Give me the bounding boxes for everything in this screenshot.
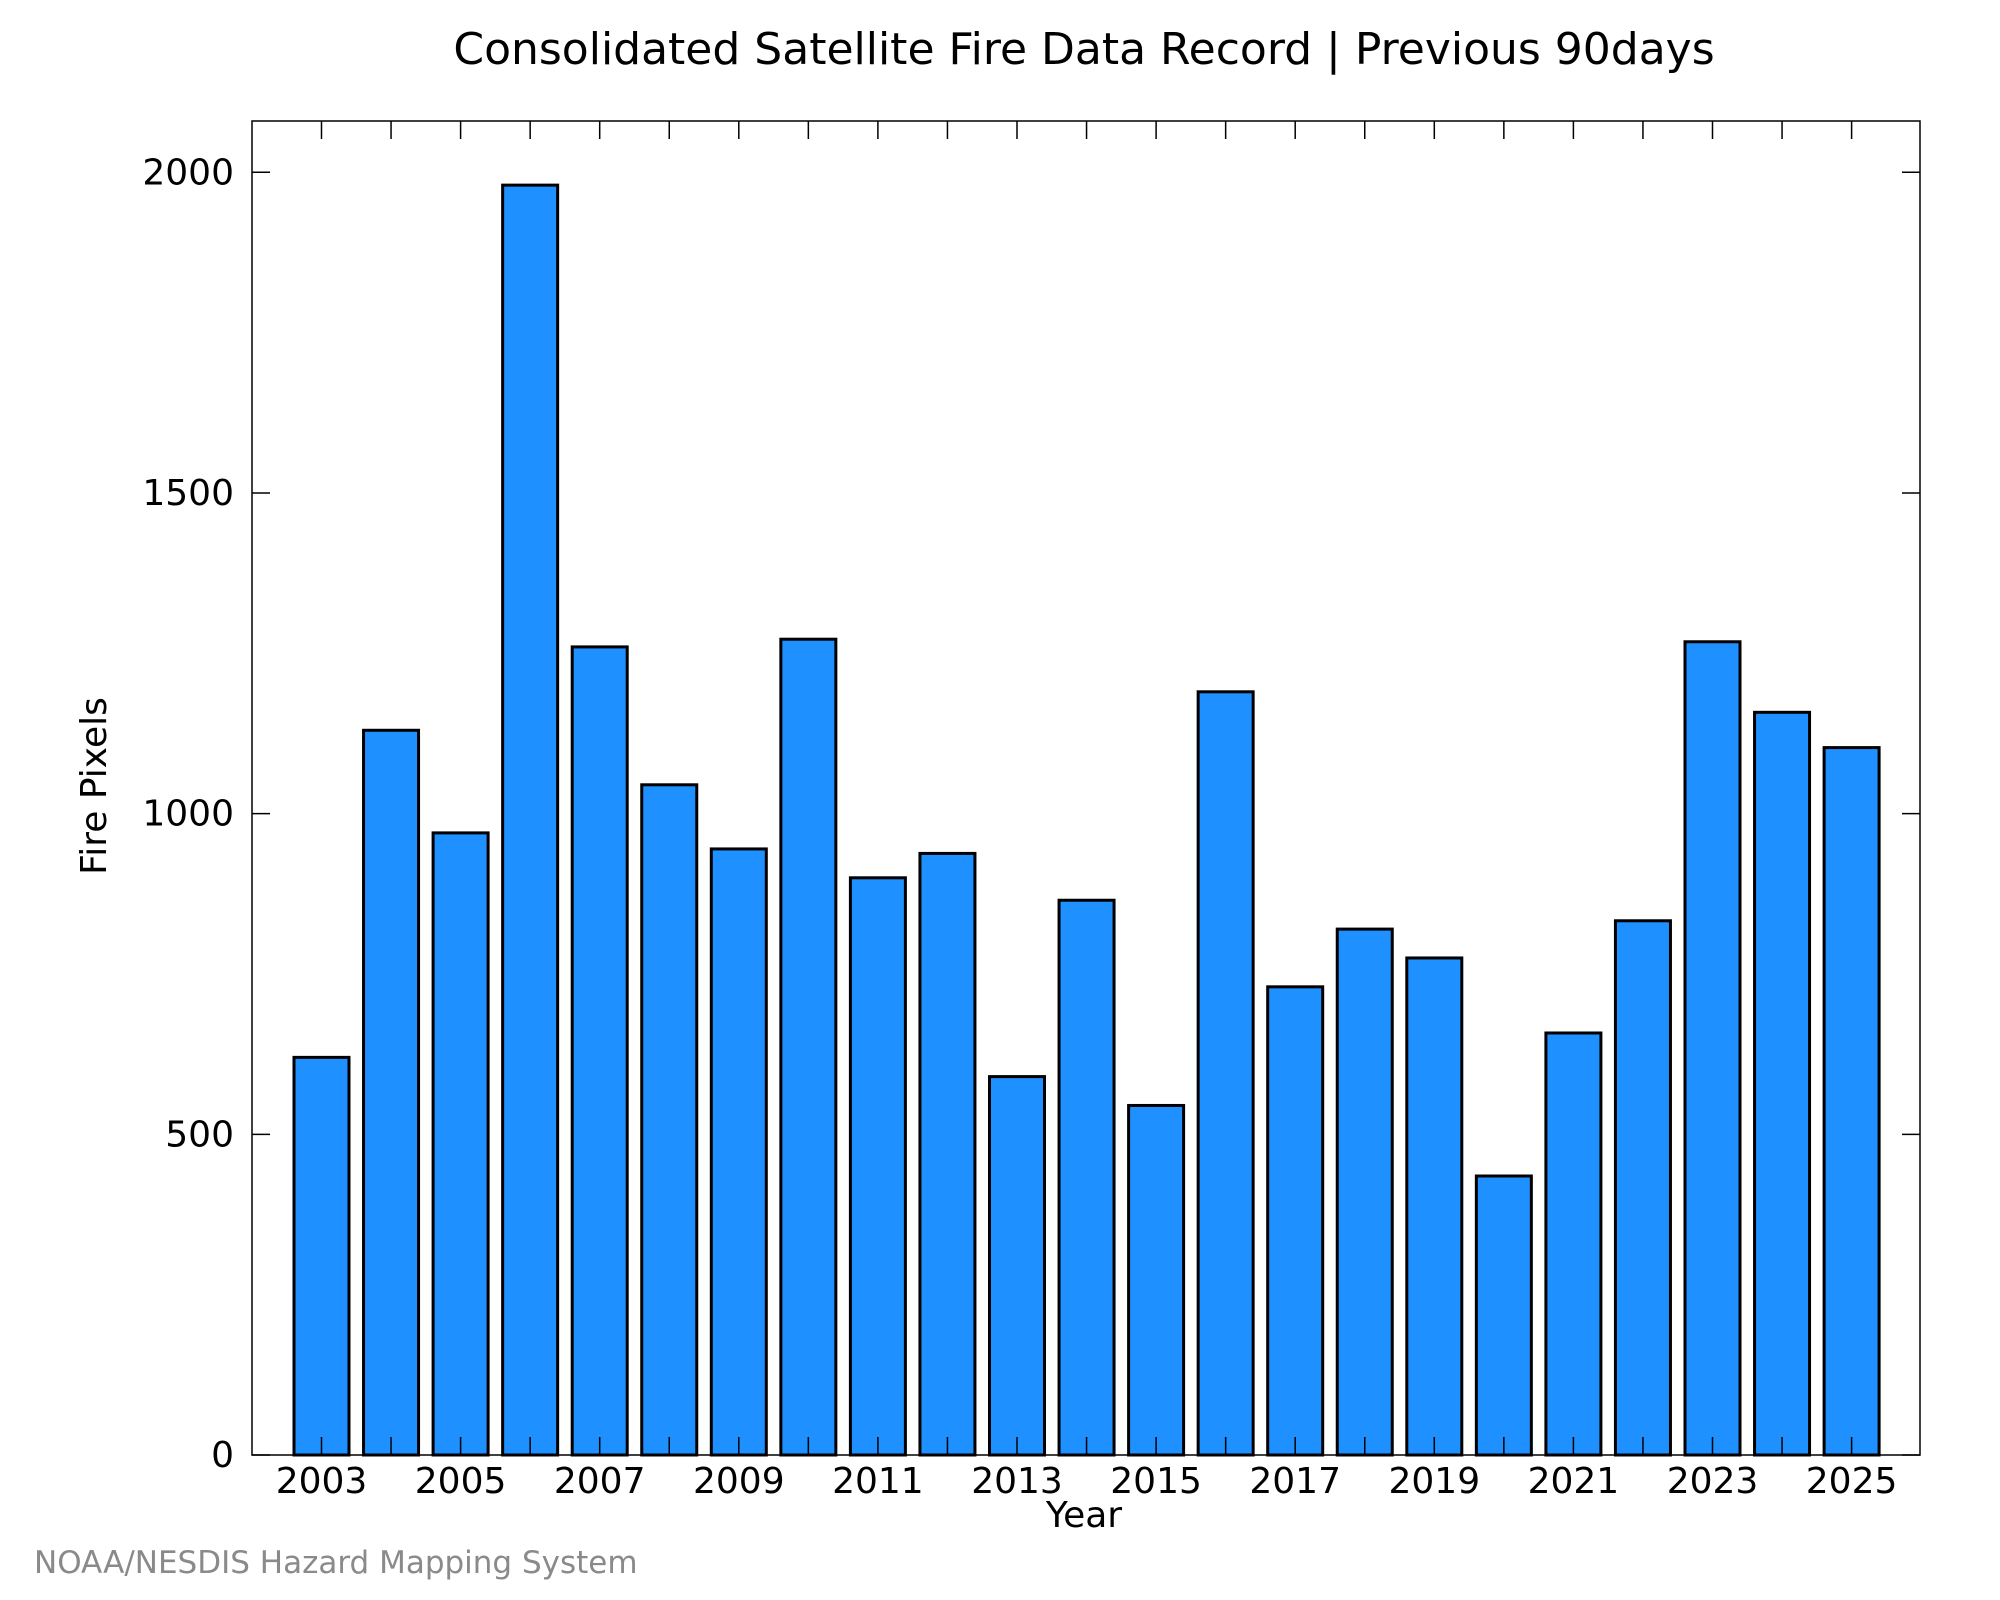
bar-2011 [848, 876, 907, 1457]
bars-layer [292, 183, 1881, 1457]
x-tick-label-2025: 2025 [1806, 1461, 1898, 1502]
chart-title: Consolidated Satellite Fire Data Record … [453, 24, 1714, 75]
bar-2013 [988, 1075, 1046, 1457]
y-tick-label-1000: 1000 [142, 794, 234, 835]
y-tick-label-500: 500 [165, 1114, 234, 1155]
bar-2004 [362, 728, 421, 1457]
bar-2012 [918, 851, 977, 1457]
bar-2020 [1474, 1174, 1533, 1457]
x-tick-label-2021: 2021 [1528, 1461, 1620, 1502]
bar-2019 [1405, 956, 1464, 1457]
x-tick-label-2003: 2003 [276, 1461, 368, 1502]
y-axis-label: Fire Pixels [74, 697, 115, 875]
bar-2024 [1753, 710, 1812, 1457]
bar-2025 [1822, 746, 1881, 1457]
bar-2016 [1196, 690, 1255, 1457]
bar-2010 [779, 637, 838, 1457]
x-tick-label-2013: 2013 [971, 1461, 1063, 1502]
bar-2008 [640, 783, 699, 1457]
bar-2007 [570, 645, 629, 1457]
x-axis-label: Year [1045, 1495, 1122, 1536]
source-credit: NOAA/NESDIS Hazard Mapping System [34, 1545, 638, 1581]
bar-2017 [1266, 985, 1325, 1457]
bar-2014 [1057, 898, 1116, 1457]
ticks-layer: 0 500 1000 1500 2000 2003 2005 2007 2009 2011 2013… [142, 121, 1920, 1502]
x-tick-label-2007: 2007 [554, 1461, 646, 1502]
y-tick-label-2000: 2000 [142, 152, 234, 193]
bar-2009 [709, 847, 768, 1457]
y-tick-label-0: 0 [211, 1435, 234, 1476]
y-tick-label-1500: 1500 [142, 473, 234, 514]
bar-2021 [1544, 1031, 1603, 1457]
bar-2023 [1683, 640, 1742, 1457]
x-tick-label-2005: 2005 [415, 1461, 507, 1502]
bar-2015 [1127, 1103, 1186, 1457]
x-tick-label-2023: 2023 [1667, 1461, 1759, 1502]
bar-2006 [501, 183, 560, 1457]
bar-2003 [292, 1055, 351, 1457]
bar-2018 [1335, 927, 1394, 1457]
bar-2005 [431, 831, 490, 1457]
x-tick-label-2009: 2009 [693, 1461, 785, 1502]
x-tick-label-2019: 2019 [1388, 1461, 1480, 1502]
bar-2022 [1613, 919, 1672, 1457]
x-tick-label-2015: 2015 [1110, 1461, 1202, 1502]
x-tick-label-2017: 2017 [1249, 1461, 1341, 1502]
x-tick-label-2011: 2011 [832, 1461, 924, 1502]
